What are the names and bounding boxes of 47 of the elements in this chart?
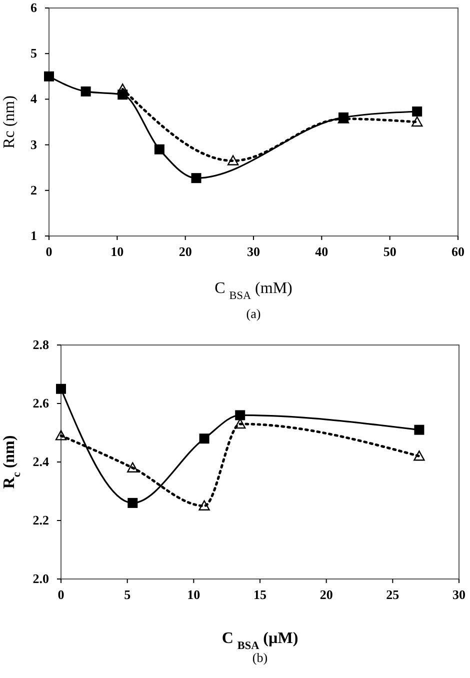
x-tick-label: 20 <box>178 244 192 259</box>
y-tick-label: 5 <box>30 46 38 61</box>
x-tick-label: 40 <box>315 244 328 259</box>
x-tick-label: 0 <box>46 244 52 259</box>
point <box>44 71 54 82</box>
point <box>235 410 246 420</box>
x-tick-label: 20 <box>320 587 333 602</box>
text: (b) <box>252 650 268 665</box>
x-tick-label: 15 <box>254 587 267 602</box>
y-tick-label: 2 <box>30 182 37 198</box>
point <box>199 434 210 444</box>
y-tick-label: 2.2 <box>32 512 49 528</box>
point <box>154 144 164 154</box>
y-tick-label: 2.6 <box>32 396 50 410</box>
x-tick-label: 25 <box>386 587 400 602</box>
x-tick-label: 30 <box>452 587 466 602</box>
y-tick-label: 2.8 <box>32 337 50 352</box>
point <box>412 116 423 127</box>
y-tick-label: 6 <box>30 0 38 15</box>
x-tick-label: 10 <box>110 244 124 259</box>
x-axis-title: C $_{BSA}$ (µM) <box>222 630 298 652</box>
y-tick-label: 3 <box>30 136 38 152</box>
x-axis-title: C $_{BSA}$ (mM) <box>214 280 292 302</box>
x-tick-label: 5 <box>124 587 132 602</box>
y-tick-label: 1 <box>30 228 37 243</box>
y-tick-label: 4 <box>30 91 38 106</box>
point <box>191 173 202 184</box>
point <box>55 430 67 440</box>
point <box>56 384 66 394</box>
point <box>414 450 425 461</box>
y-tick-label: 2.0 <box>32 571 49 586</box>
y-axis-title: Rc (nm) <box>1 96 18 148</box>
point <box>80 86 91 96</box>
point <box>412 106 422 117</box>
point <box>227 155 239 166</box>
x-tick-label: 50 <box>383 244 396 259</box>
point <box>198 500 210 510</box>
point <box>118 90 128 100</box>
point <box>414 424 424 435</box>
y-tick-label: 2.4 <box>32 454 50 469</box>
point <box>127 462 138 472</box>
text: (a) <box>246 306 261 321</box>
x-tick-label: 10 <box>187 587 200 602</box>
x-tick-label: 30 <box>247 244 260 259</box>
x-tick-label: 60 <box>452 244 464 259</box>
point <box>128 498 138 508</box>
x-tick-label: 0 <box>58 587 64 602</box>
